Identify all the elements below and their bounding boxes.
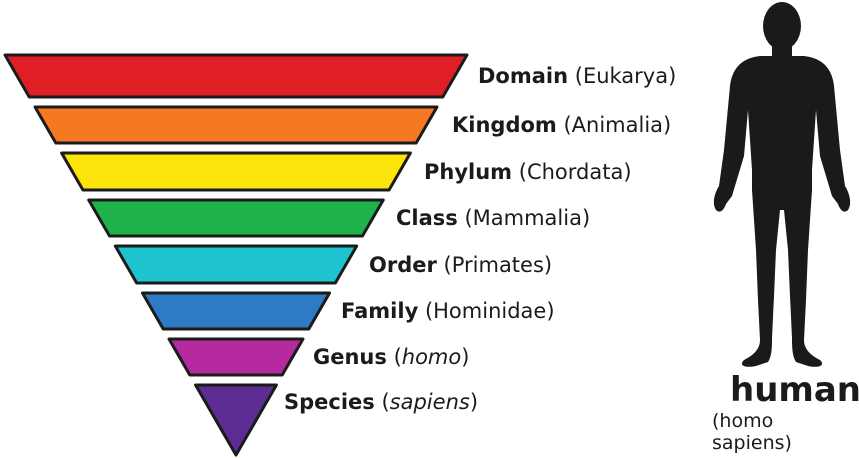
- rank-value: (sapiens): [374, 390, 479, 414]
- band-phylum: [60, 151, 412, 192]
- rank-label-domain: Domain (Eukarya): [478, 63, 676, 89]
- rank-name: Domain: [478, 64, 569, 88]
- rank-value: (Hominidae): [418, 299, 555, 323]
- rank-label-species: Species (sapiens): [284, 389, 478, 415]
- taxonomy-pyramid: [3, 53, 469, 457]
- band-order: [113, 244, 359, 285]
- rank-label-phylum: Phylum (Chordata): [424, 159, 632, 185]
- band-genus: [167, 337, 305, 377]
- rank-name: Kingdom: [452, 113, 557, 137]
- rank-name: Species: [284, 390, 375, 414]
- rank-value: (Animalia): [556, 113, 672, 137]
- rank-value: (Primates): [436, 252, 553, 277]
- band-family: [140, 291, 332, 331]
- rank-label-class: Class (Mammalia): [396, 205, 590, 231]
- rank-value: (Mammalia): [457, 206, 591, 230]
- rank-name: Family: [341, 299, 419, 323]
- band-kingdom: [33, 105, 439, 145]
- rank-value: (Chordata): [512, 159, 632, 184]
- rank-label-genus: Genus (homo): [313, 344, 469, 370]
- human-silhouette-icon: [713, 2, 851, 367]
- rank-name: Phylum: [424, 159, 513, 184]
- band-domain: [3, 53, 469, 99]
- band-class: [87, 198, 385, 238]
- human-scientific-name: (homo sapiens): [712, 410, 792, 454]
- rank-name: Genus: [313, 345, 387, 369]
- rank-name: Class: [396, 206, 458, 230]
- rank-label-family: Family (Hominidae): [341, 298, 555, 324]
- human-label: human: [730, 370, 859, 410]
- rank-label-order: Order (Primates): [369, 252, 552, 278]
- rank-label-kingdom: Kingdom (Animalia): [452, 112, 671, 138]
- rank-value: (homo): [386, 345, 470, 369]
- band-species: [194, 383, 278, 457]
- rank-value: (Eukarya): [568, 64, 677, 88]
- rank-name: Order: [369, 252, 437, 277]
